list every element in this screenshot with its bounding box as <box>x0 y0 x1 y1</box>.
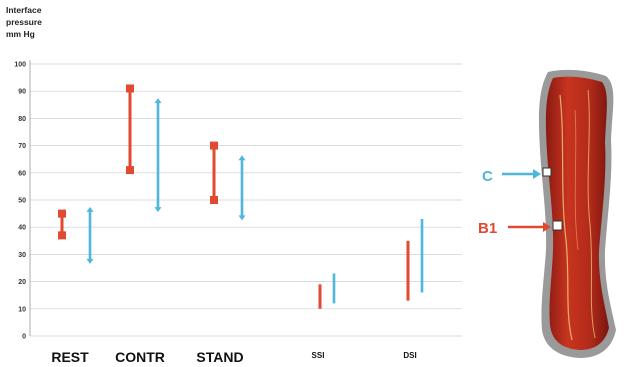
range-cap-high <box>126 84 134 93</box>
y-tick-label: 70 <box>18 143 26 150</box>
category-labels: REST CONTR STAND SSI DSI <box>51 349 416 365</box>
leg-fascia-line <box>559 94 573 341</box>
range-cap-low <box>126 166 134 175</box>
range-cap-high <box>154 98 162 104</box>
leg-fascia-line-2 <box>587 89 596 339</box>
range-cap-high <box>58 209 66 218</box>
marker-b1-arrowhead <box>543 222 551 232</box>
range-cap-high <box>210 141 218 150</box>
marker-c-arrowhead <box>533 169 541 179</box>
y-tick-label: 60 <box>18 170 26 177</box>
y-axis-title: Interface pressure mm Hg <box>6 4 42 40</box>
y-tick-label: 50 <box>18 198 26 205</box>
marker-b1-label: B1 <box>478 220 497 237</box>
y-tick-label: 20 <box>18 279 26 286</box>
range-cap-low <box>210 196 218 204</box>
range-bars <box>58 84 424 309</box>
marker-b1: B1 <box>478 220 551 237</box>
marker-c: C <box>482 168 541 185</box>
x-category-label: SSI <box>312 351 325 360</box>
y-tick-label: 10 <box>18 306 26 313</box>
sensor-c <box>542 167 552 177</box>
leg-illustration <box>538 69 616 359</box>
x-category-label: CONTR <box>115 349 165 365</box>
range-cap-low <box>238 215 246 221</box>
x-category-label: REST <box>51 349 89 365</box>
marker-c-label: C <box>482 168 493 185</box>
range-cap-low <box>154 207 162 213</box>
range-cap-high <box>238 155 246 161</box>
grid-lines <box>30 63 462 337</box>
range-cap-low <box>86 258 94 264</box>
y-tick-label: 90 <box>18 89 26 96</box>
y-tick-label: 0 <box>22 334 26 341</box>
y-axis-title-line-3: mm Hg <box>6 29 35 39</box>
y-tick-label: 30 <box>18 252 26 259</box>
x-category-label: DSI <box>403 351 416 360</box>
y-tick-label: 80 <box>18 116 26 123</box>
x-category-label: STAND <box>196 349 243 365</box>
range-cap-high <box>86 206 94 212</box>
y-axis-title-line-2: pressure <box>6 17 42 27</box>
y-tick-labels: 0 10 20 30 40 50 60 70 80 90 100 <box>14 62 26 341</box>
sensor-b1 <box>552 220 563 231</box>
y-tick-label: 40 <box>18 225 26 232</box>
leg-muscle <box>545 76 609 351</box>
y-axis-title-line-1: Interface <box>6 5 42 15</box>
range-cap-low <box>58 231 66 240</box>
y-tick-label: 100 <box>14 62 26 69</box>
leg-fascia-line-3 <box>574 109 579 251</box>
